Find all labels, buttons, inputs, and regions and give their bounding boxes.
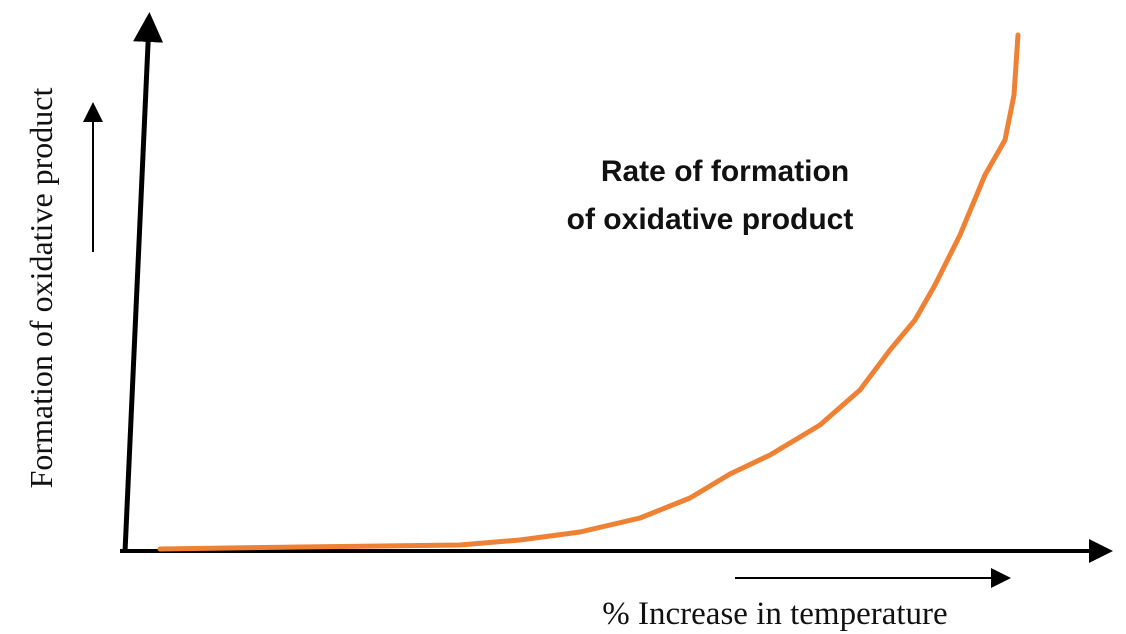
annotation-line: of oxidative product <box>567 203 854 236</box>
annotation-line: Rate of formation <box>601 155 849 188</box>
curve <box>157 32 1021 552</box>
x-axis-label: % Increase in temperature <box>602 596 947 632</box>
y-axis-label: Formation of oxidative product <box>23 87 59 488</box>
y-axis <box>122 12 164 553</box>
